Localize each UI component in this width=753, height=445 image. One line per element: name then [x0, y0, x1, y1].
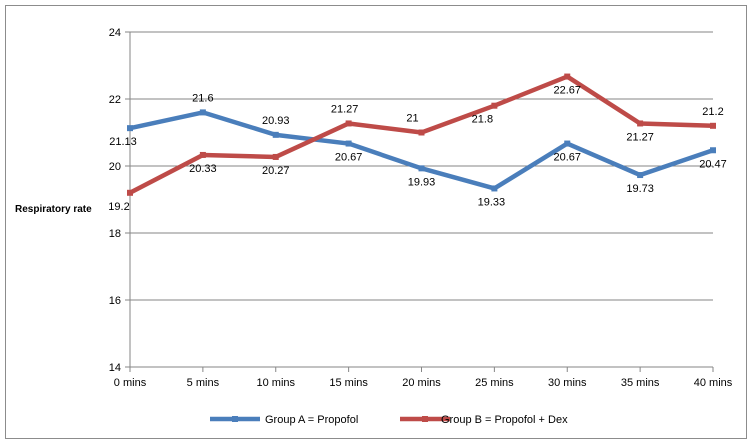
data-point-a-5 — [491, 185, 498, 192]
y-axis-title: Respiratory rate — [15, 204, 92, 215]
data-point-a-0 — [127, 125, 133, 132]
data-labels: 21.13 21.6 20.93 20.67 19.93 19.33 20.67 19.73 2… — [108, 85, 726, 213]
x-tick-label-1: 5 mins — [187, 377, 220, 389]
data-label-a-7: 19.73 — [626, 183, 654, 195]
x-tick-label-0: 0 mins — [114, 377, 147, 389]
y-tick-label-2: 18 — [109, 228, 121, 240]
gridlines — [125, 31, 714, 372]
data-label-a-0: 21.13 — [109, 136, 137, 148]
data-point-b-3 — [345, 120, 352, 127]
data-point-b-7 — [637, 120, 644, 127]
data-point-a-1 — [199, 109, 206, 116]
data-label-a-6: 20.67 — [553, 152, 581, 164]
data-point-b-2 — [272, 153, 279, 160]
x-tick-label-5: 25 mins — [475, 377, 514, 389]
legend-label-group-b: Group B = Propofol + Dex — [441, 414, 568, 426]
data-point-b-8 — [710, 122, 716, 129]
data-label-a-4: 19.93 — [408, 176, 436, 188]
data-label-b-4: 21 — [406, 113, 418, 125]
data-label-b-2: 20.27 — [262, 165, 290, 177]
legend: Group A = Propofol Group B = Propofol + D… — [210, 414, 568, 426]
series-group — [127, 73, 716, 196]
data-point-a-2 — [272, 131, 279, 138]
y-tick-label-3: 20 — [109, 161, 121, 173]
data-label-a-3: 20.67 — [335, 152, 363, 164]
data-point-b-4 — [418, 129, 425, 136]
x-axis-ticks: 0 mins 5 mins 10 mins 15 mins 20 mins 25 mins… — [114, 377, 733, 389]
data-label-b-0: 19.2 — [108, 201, 129, 213]
legend-label-group-a: Group A = Propofol — [265, 414, 358, 426]
data-label-b-6: 22.67 — [553, 85, 581, 97]
legend-marker-group-a — [232, 416, 238, 422]
data-label-a-8: 20.47 — [699, 158, 727, 170]
data-label-b-5: 21.8 — [472, 114, 493, 126]
x-tick-label-4: 20 mins — [402, 377, 441, 389]
data-point-a-8 — [710, 147, 716, 154]
x-tick-label-2: 10 mins — [256, 377, 295, 389]
data-label-b-8: 21.2 — [702, 106, 723, 118]
data-label-a-1: 21.6 — [192, 92, 213, 104]
data-point-a-6 — [564, 140, 571, 147]
legend-marker-group-b — [422, 416, 428, 422]
x-tick-label-3: 15 mins — [329, 377, 368, 389]
data-label-b-7: 21.27 — [626, 131, 654, 143]
data-point-b-5 — [491, 102, 498, 109]
data-label-a-5: 19.33 — [478, 196, 506, 208]
data-point-b-1 — [199, 151, 206, 158]
y-tick-label-4: 22 — [109, 94, 121, 106]
data-label-b-1: 20.33 — [189, 163, 217, 175]
y-tick-label-0: 14 — [109, 362, 121, 374]
data-point-b-6 — [564, 73, 571, 80]
data-label-a-2: 20.93 — [262, 115, 290, 127]
data-label-b-3: 21.27 — [331, 103, 359, 115]
data-point-a-3 — [345, 140, 352, 147]
x-tick-label-7: 35 mins — [621, 377, 660, 389]
y-tick-label-1: 16 — [109, 295, 121, 307]
data-point-a-4 — [418, 165, 425, 172]
y-tick-label-5: 24 — [109, 27, 121, 39]
data-point-b-0 — [127, 189, 133, 196]
x-tick-label-6: 30 mins — [548, 377, 587, 389]
data-point-a-7 — [637, 172, 644, 179]
x-tick-label-8: 40 mins — [694, 377, 733, 389]
y-axis-ticks: 14 16 18 20 22 24 — [109, 27, 121, 374]
